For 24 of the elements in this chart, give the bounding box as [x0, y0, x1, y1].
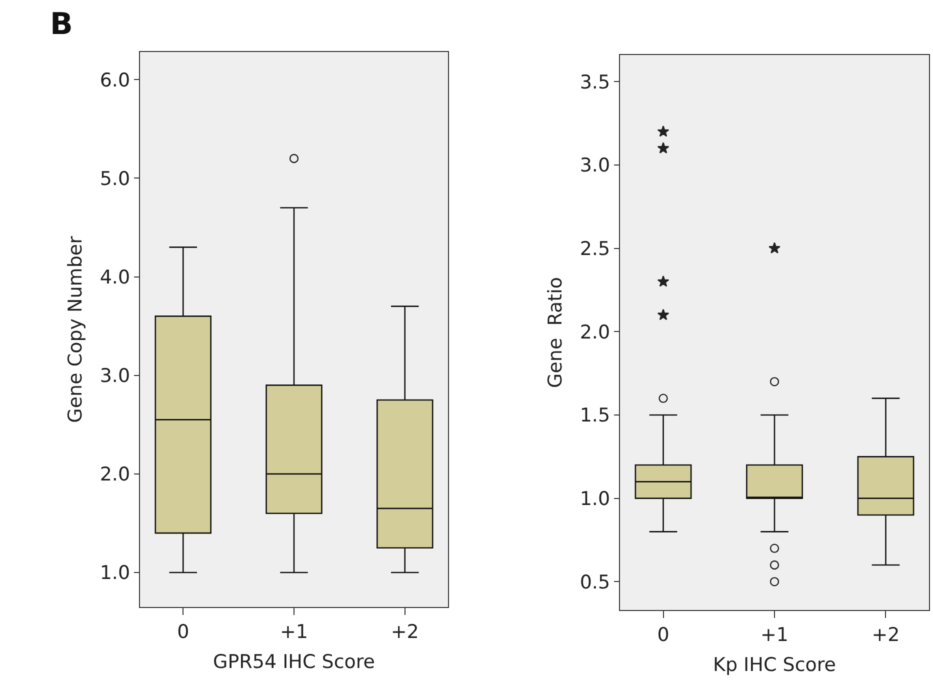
y-tick-label: 5.0 [100, 168, 130, 190]
x-tick-label: +2 [872, 624, 900, 646]
y-tick-label: 2.5 [580, 238, 610, 260]
y-axis-title: Gene Copy Number [64, 236, 87, 423]
x-tick-label: 0 [657, 624, 670, 646]
y-tick-label: 0.5 [580, 571, 610, 594]
y-axis-title: Gene Ratio [544, 276, 567, 388]
y-tick-label: 2.0 [580, 321, 610, 344]
y-tick-label: 1.0 [580, 488, 610, 510]
text: B [50, 7, 73, 42]
y-tick-label: 4.0 [100, 266, 130, 288]
y-tick-label: 1.5 [580, 404, 610, 427]
x-axis-title: Kp IHC Score [713, 654, 836, 676]
y-tick-label: 3.5 [580, 71, 610, 94]
y-tick-label: 3.0 [100, 364, 130, 387]
x-tick-label: 0 [177, 620, 190, 643]
y-tick-label: 6.0 [100, 69, 130, 92]
x-axis-title: GPR54 IHC Score [212, 650, 376, 673]
y-tick-label: 3.0 [580, 154, 610, 177]
x-tick-label: +1 [760, 624, 789, 646]
y-tick-label: 2.0 [100, 464, 130, 486]
y-tick-label: 1.0 [100, 562, 130, 584]
x-tick-label: +1 [280, 620, 308, 643]
x-tick-label: +2 [390, 620, 419, 643]
